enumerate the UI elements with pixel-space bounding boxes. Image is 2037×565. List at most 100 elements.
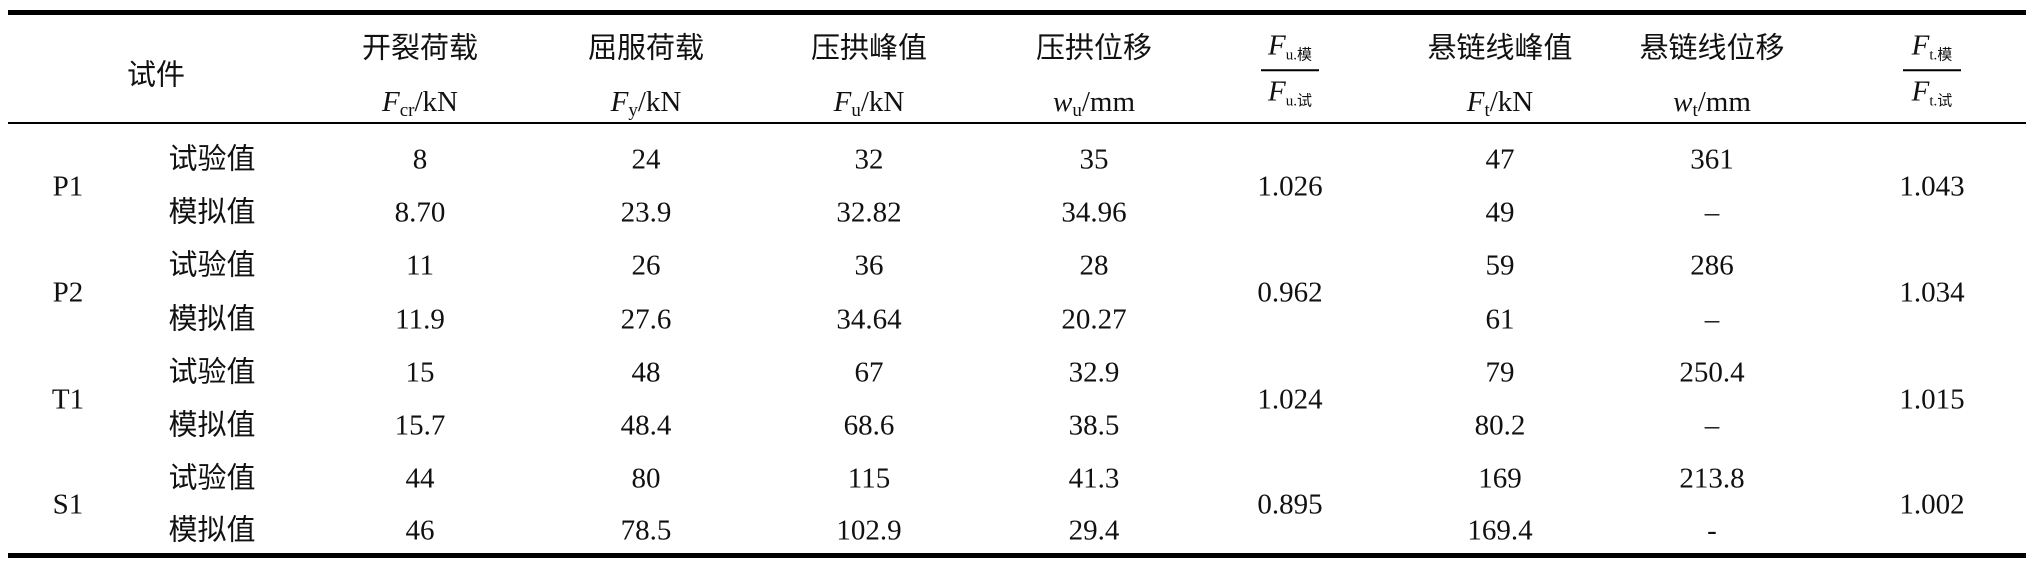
quantity: Fu xyxy=(833,86,861,121)
symbol: w xyxy=(1673,86,1693,118)
cell: 78.5 xyxy=(620,514,672,547)
column-symbol: Fcr/kN xyxy=(382,86,458,121)
cell: 80 xyxy=(631,462,661,495)
unit: /mm xyxy=(1697,86,1751,118)
cell: - xyxy=(1707,514,1717,547)
row-label: 试验值 xyxy=(168,143,256,176)
cell: 67 xyxy=(854,356,884,389)
specimen-header: 试件 xyxy=(126,59,186,92)
symbol: F xyxy=(833,86,852,118)
cell: 213.8 xyxy=(1679,462,1745,495)
specimen-id: T1 xyxy=(51,383,85,415)
denominator: Fu.试 xyxy=(1268,74,1312,109)
fraction-bar xyxy=(1261,69,1319,71)
cell: 20.27 xyxy=(1061,303,1127,336)
quantity: wu xyxy=(1052,86,1082,121)
cell: 61 xyxy=(1485,303,1515,336)
ratio-value: 1.015 xyxy=(1899,383,1965,415)
cell: 68.6 xyxy=(843,409,895,442)
column-name: 悬链线峰值 xyxy=(1427,32,1573,65)
cell: 27.6 xyxy=(620,303,672,336)
bottom-rule xyxy=(8,553,2026,558)
cell: 36 xyxy=(854,249,884,282)
cell: 169 xyxy=(1478,462,1522,495)
subscript: y xyxy=(628,100,638,121)
cell: 59 xyxy=(1485,249,1515,282)
cell: 26 xyxy=(631,249,661,282)
column-name: 屈服荷载 xyxy=(587,32,705,65)
subscript: cr xyxy=(399,100,415,121)
cell: 49 xyxy=(1485,196,1515,229)
ratio-value: 1.043 xyxy=(1899,170,1965,202)
column-symbol: Fy/kN xyxy=(610,86,682,121)
numerator: Fu.模 xyxy=(1268,31,1312,63)
cell: 115 xyxy=(847,462,891,495)
cell: 34.64 xyxy=(836,303,902,336)
cell: 11.9 xyxy=(395,303,445,336)
cell: 46 xyxy=(405,514,435,547)
cell: 44 xyxy=(405,462,435,495)
quantity: Ft xyxy=(1466,86,1490,121)
row-label: 模拟值 xyxy=(168,196,256,229)
unit: /kN xyxy=(860,86,905,118)
subscript: u xyxy=(1072,100,1082,121)
quantity: Fcr xyxy=(382,86,415,121)
cell: 15.7 xyxy=(394,409,446,442)
symbol: F xyxy=(610,86,629,118)
specimen-id: P2 xyxy=(52,276,84,309)
subscript: t.试 xyxy=(1929,92,1953,109)
symbol: F xyxy=(1911,29,1930,62)
column-symbol: Ft/kN xyxy=(1466,86,1534,121)
ratio-value: 0.962 xyxy=(1257,276,1323,309)
top-rule xyxy=(8,10,2026,15)
cell: 38.5 xyxy=(1068,409,1120,442)
row-label: 模拟值 xyxy=(168,303,256,336)
cell: 24 xyxy=(631,143,661,176)
cell: 35 xyxy=(1079,143,1109,176)
cell: 47 xyxy=(1485,143,1515,176)
cell: – xyxy=(1704,303,1720,336)
symbol: F xyxy=(1911,74,1930,107)
ratio-header: Fu.模 Fu.试 xyxy=(1261,31,1319,109)
cell: 23.9 xyxy=(620,196,672,229)
subscript: u.模 xyxy=(1285,47,1312,64)
subscript: t xyxy=(1484,100,1490,121)
column-symbol: wu/mm xyxy=(1052,86,1136,121)
cell: 102.9 xyxy=(836,514,902,547)
ratio-value: 1.002 xyxy=(1899,488,1965,521)
subscript: u xyxy=(851,100,861,121)
subscript: u.试 xyxy=(1285,92,1312,109)
cell: 80.2 xyxy=(1474,409,1526,442)
cell: 79 xyxy=(1485,356,1515,389)
column-name: 压拱位移 xyxy=(1035,32,1153,65)
ratio-header: Ft.模 Ft.试 xyxy=(1903,31,1961,109)
cell: 250.4 xyxy=(1679,356,1745,389)
quantity: wt xyxy=(1673,86,1698,121)
unit: /mm xyxy=(1081,86,1136,118)
column-name: 悬链线位移 xyxy=(1639,32,1785,65)
unit: /kN xyxy=(637,86,682,118)
cell: 8 xyxy=(412,143,428,176)
subscript: t.模 xyxy=(1929,47,1953,64)
cell: 32.9 xyxy=(1068,356,1120,389)
quantity: Fy xyxy=(610,86,638,121)
row-label: 模拟值 xyxy=(168,514,256,547)
symbol: F xyxy=(1466,86,1485,118)
cell: 34.96 xyxy=(1061,196,1127,229)
ratio-value: 1.026 xyxy=(1257,170,1323,202)
symbol: F xyxy=(1268,74,1286,107)
row-label: 试验值 xyxy=(168,356,256,389)
cell: 8.70 xyxy=(394,196,446,229)
cell: 48.4 xyxy=(620,409,672,442)
cell: 361 xyxy=(1690,143,1734,176)
cell: 169.4 xyxy=(1467,514,1533,547)
row-label: 模拟值 xyxy=(168,409,256,442)
numerator: Ft.模 xyxy=(1912,31,1953,63)
unit: /kN xyxy=(1489,86,1534,118)
symbol: w xyxy=(1052,86,1073,118)
symbol: F xyxy=(382,86,400,118)
ratio-value: 0.895 xyxy=(1257,488,1323,521)
column-symbol: Fu/kN xyxy=(833,86,905,121)
cell: 48 xyxy=(631,356,661,389)
